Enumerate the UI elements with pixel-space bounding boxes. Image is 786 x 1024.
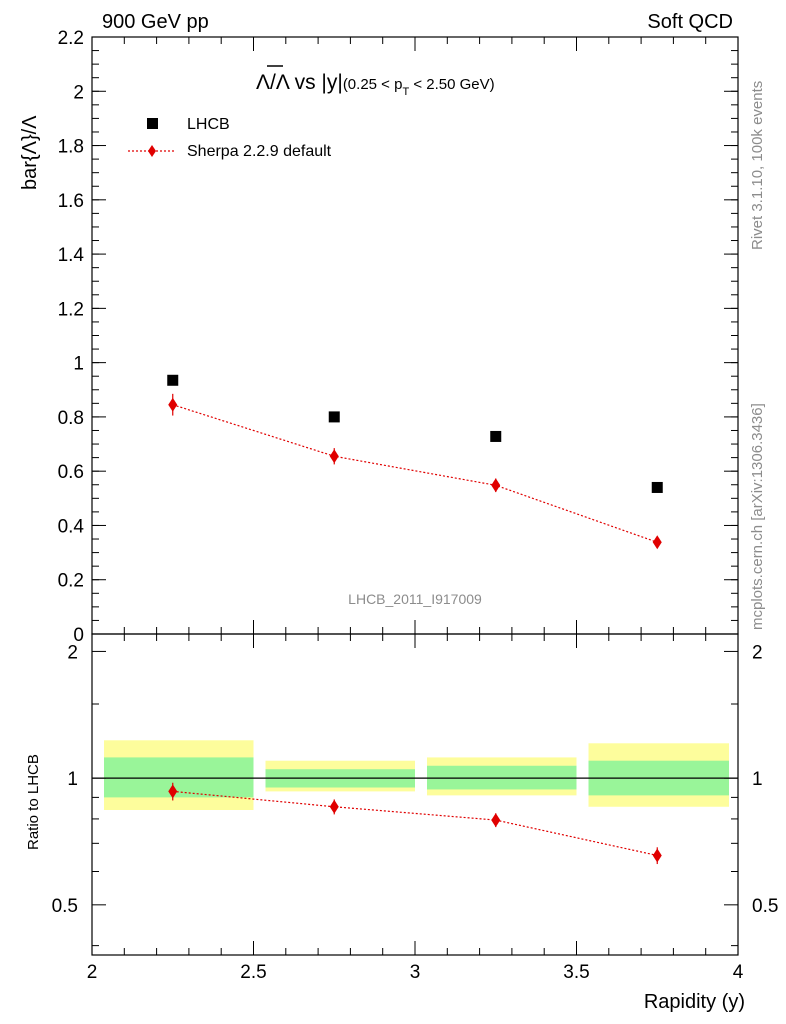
main-y-tick-label: 2.2 (58, 28, 84, 49)
header-right-label: Soft QCD (647, 11, 733, 33)
main-y-tick-label: 0.2 (58, 571, 84, 592)
ratio-panel-data (168, 782, 662, 865)
ratio-y-tick-label-left: 1 (67, 769, 78, 790)
legend-marker-lhcb (147, 118, 158, 129)
legend-marker-sherpa (148, 145, 156, 157)
ratio-sherpa-point (652, 848, 662, 863)
main-y-tick-label: 1.8 (58, 137, 84, 158)
legend-label-sherpa: Sherpa 2.2.9 default (187, 143, 332, 160)
header-left-label: 900 GeV pp (102, 11, 209, 33)
x-axis-label: Rapidity (y) (644, 991, 745, 1013)
sherpa-data-point (491, 478, 501, 493)
ratio-y-tick-label-right: 0.5 (752, 896, 778, 917)
main-y-tick-label: 1.4 (58, 245, 85, 266)
x-tick-label: 2 (87, 962, 98, 983)
main-y-tick-label: 0 (73, 625, 84, 646)
main-chart-title: Λ/Λ vs |y|(0.25 < pT < 2.50 GeV) (256, 65, 495, 98)
main-y-tick-label: 1 (73, 354, 84, 375)
ratio-sherpa-point (168, 784, 178, 799)
rivet-label: Rivet 3.1.10, 100k events (749, 81, 766, 250)
sherpa-series-line (172, 404, 658, 543)
legend: LHCB Sherpa 2.2.9 default (128, 116, 332, 160)
mcplots-label: mcplots.cern.ch [arXiv:1306.3436] (749, 403, 766, 630)
ratio-y-axis-label: Ratio to LHCB (25, 754, 42, 850)
x-tick-label: 4 (733, 962, 744, 983)
main-y-tick-label: 0.6 (58, 462, 84, 483)
main-y-tick-label: 0.8 (58, 408, 84, 429)
legend-label-lhcb: LHCB (187, 116, 230, 133)
ratio-y-tick-label-right: 2 (752, 642, 763, 663)
main-y-tick-label: 1.2 (58, 299, 84, 320)
main-y-tick-label: 0.4 (58, 516, 85, 537)
ratio-sherpa-point (329, 799, 339, 814)
main-panel-axes: 0 0.2 0.4 0.6 0.8 1 1.2 1.4 1.6 1.8 2 2.2 (58, 28, 739, 646)
lhcb-data-point (328, 411, 340, 423)
main-y-tick-label: 1.6 (58, 191, 84, 212)
analysis-watermark: LHCB_2011_I917009 (348, 591, 482, 607)
ratio-sherpa-point (491, 813, 501, 828)
main-title-sub-pre: (0.25 < p (343, 76, 403, 93)
ratio-y-tick-label-left: 2 (67, 642, 78, 663)
x-tick-label: 2.5 (240, 962, 266, 983)
ratio-panel-background (92, 740, 738, 810)
sherpa-data-point (652, 535, 662, 550)
main-y-tick-label: 2 (73, 82, 84, 103)
lhcb-data-point (490, 430, 502, 442)
main-y-axis-label: bar{Λ}/Λ (19, 115, 41, 190)
main-panel-data (167, 374, 663, 550)
lhcb-data-point (651, 481, 663, 493)
main-title-sub-idx: T (402, 86, 409, 98)
svg-text:Λ/Λ vs |y|(0.25 < pT < 2.50 Ge: Λ/Λ vs |y|(0.25 < pT < 2.50 GeV) (256, 71, 495, 98)
ratio-y-tick-label-left: 0.5 (52, 896, 78, 917)
main-title-main: Λ/Λ vs |y| (256, 71, 343, 94)
lhcb-data-point (167, 374, 179, 386)
sherpa-data-point (168, 397, 178, 412)
ratio-panel-axes: 0.5 0.5 1 1 2 2 2 2.5 3 3.5 4 (52, 633, 778, 983)
ratio-inner-band (104, 757, 254, 798)
x-tick-label: 3 (410, 962, 421, 983)
main-title-sub-post: < 2.50 GeV) (409, 76, 494, 93)
ratio-y-tick-label-right: 1 (752, 769, 763, 790)
ratio-sherpa-line (172, 790, 658, 857)
x-tick-label: 3.5 (563, 962, 589, 983)
sherpa-data-point (329, 449, 339, 464)
